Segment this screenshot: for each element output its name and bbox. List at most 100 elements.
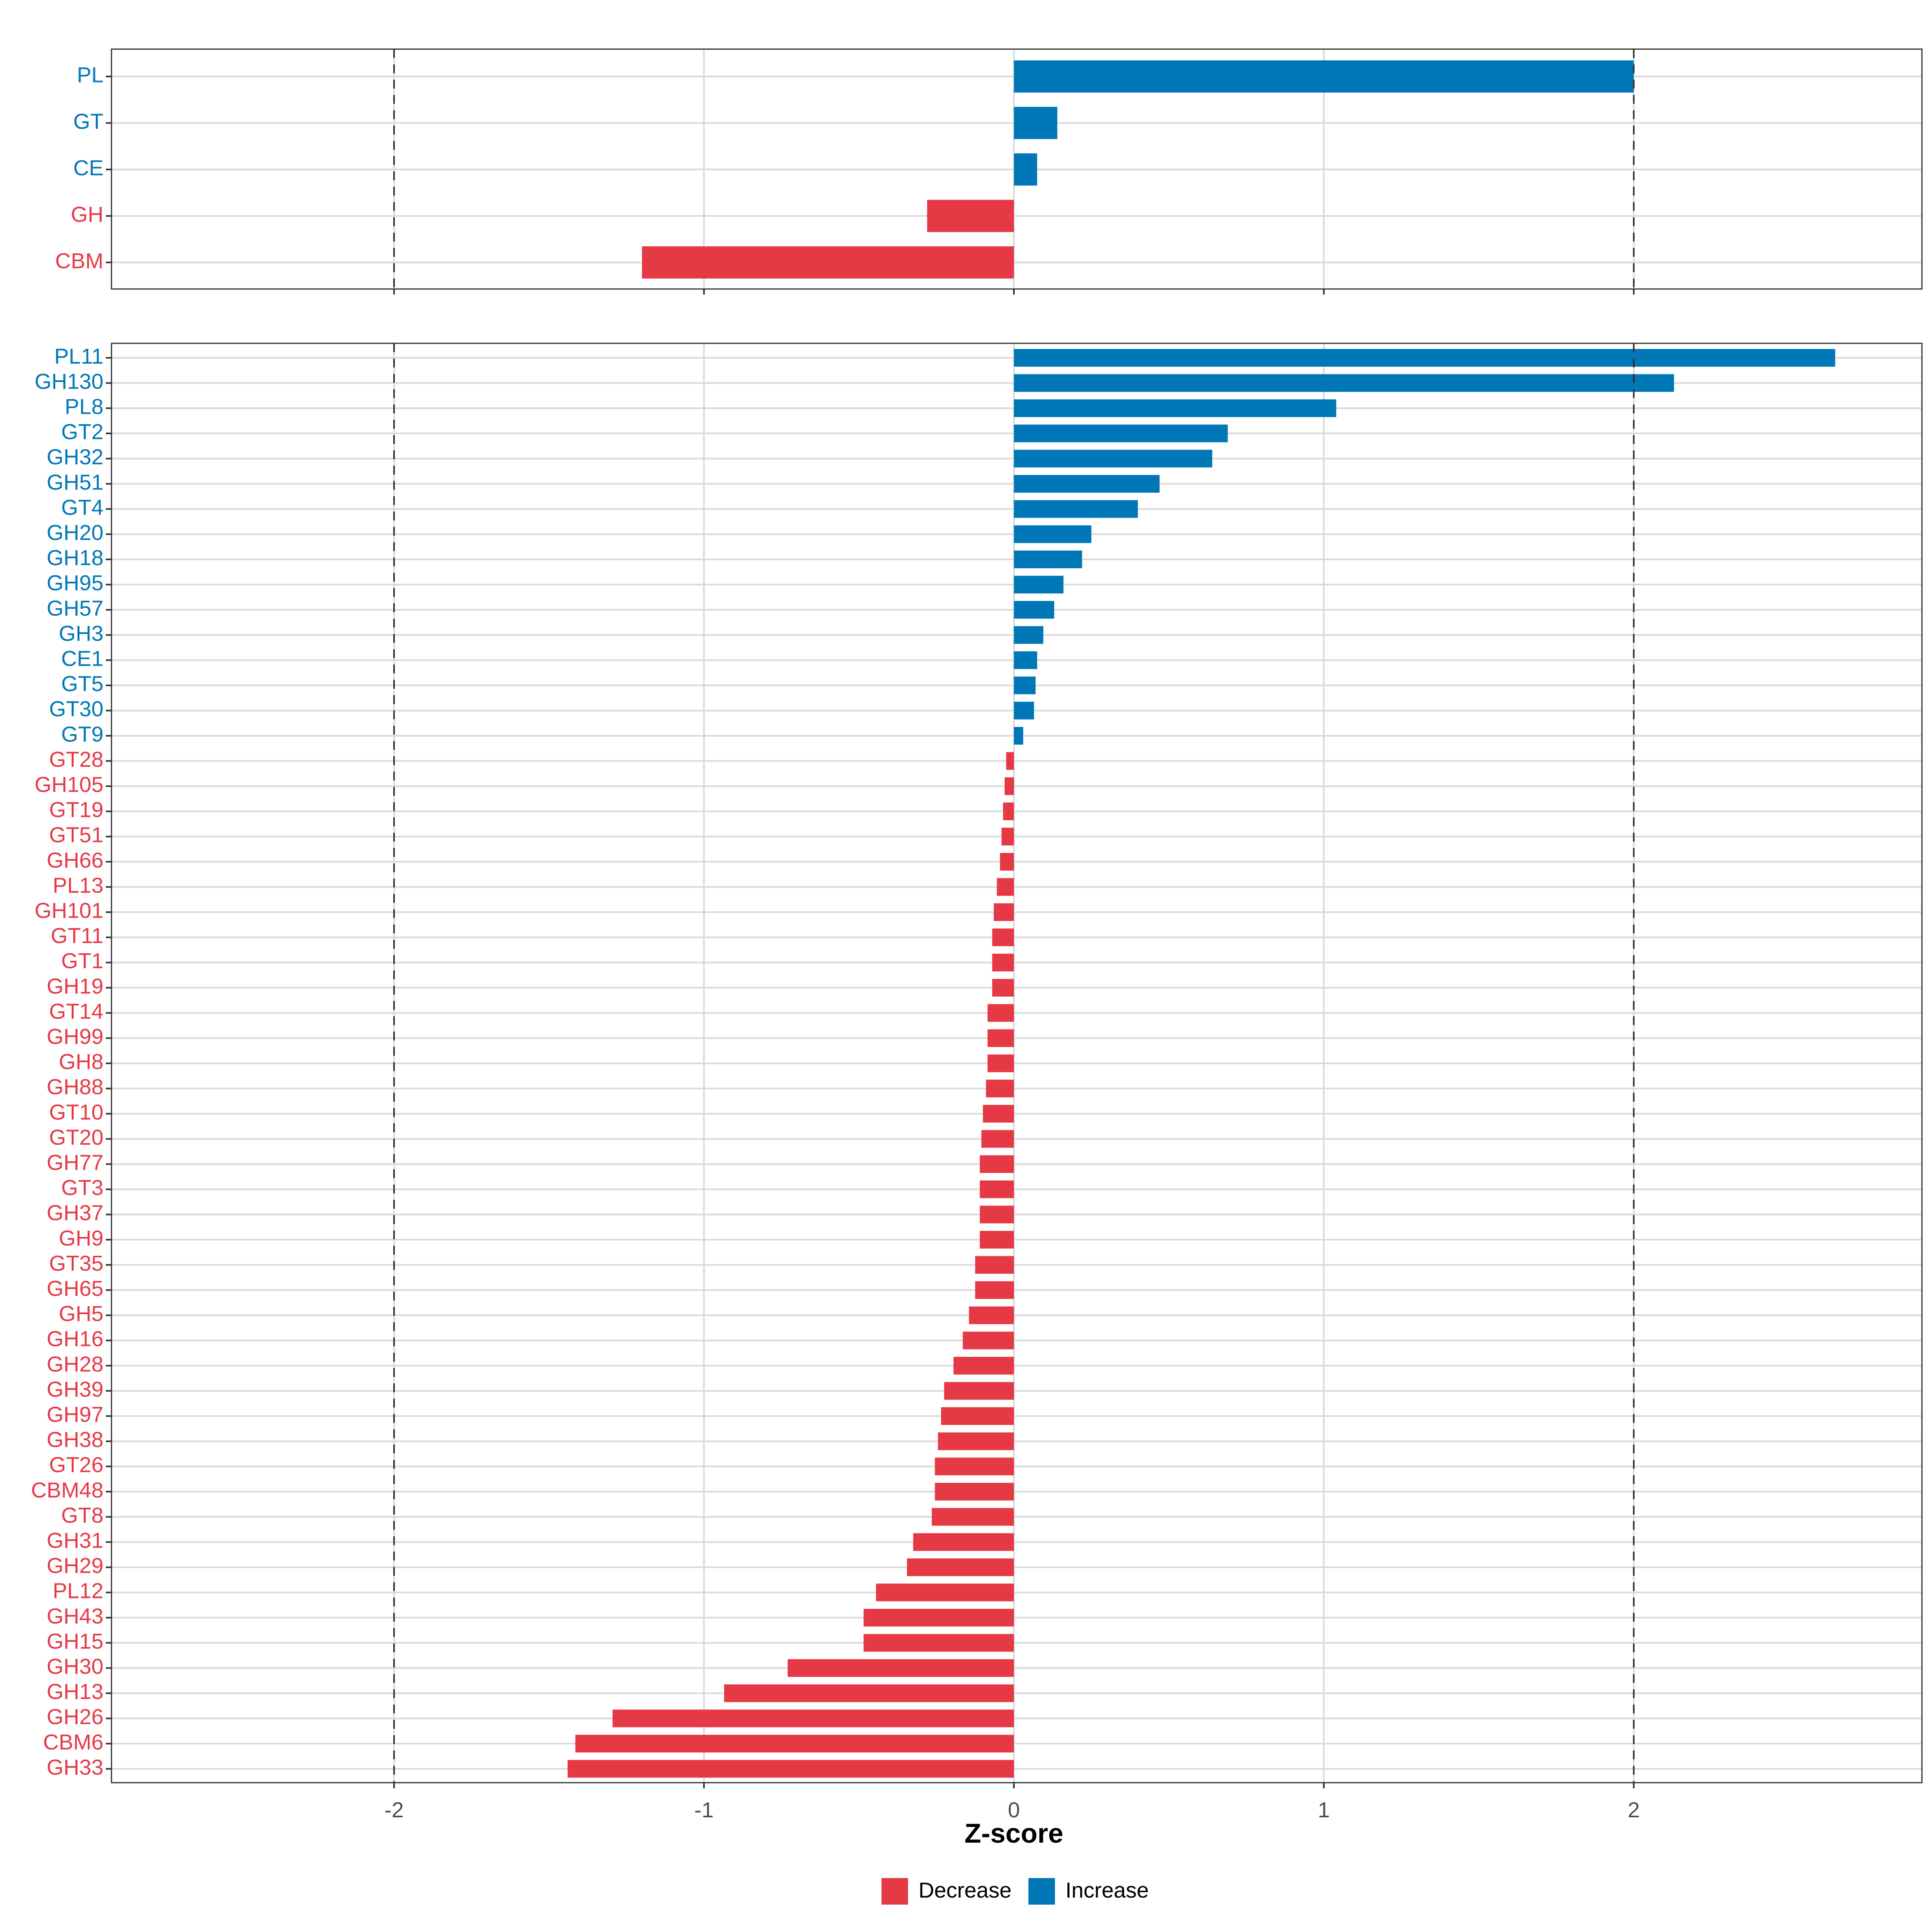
class-bar-gh: [927, 200, 1014, 232]
family-bar-ce1: [1014, 651, 1037, 669]
class-label-gt: GT: [73, 109, 103, 134]
family-label-gh16: GH16: [47, 1327, 103, 1351]
class-label-cbm: CBM: [55, 249, 103, 273]
family-bar-gh28: [953, 1357, 1014, 1375]
family-bar-gh39: [944, 1382, 1014, 1400]
family-bar-gt4: [1014, 500, 1138, 518]
family-bar-gt30: [1014, 702, 1034, 720]
family-bar-gh29: [907, 1558, 1014, 1576]
x-axis: -2 -1 0 1 2: [384, 1798, 1640, 1822]
family-label-gh32: GH32: [47, 445, 103, 469]
class-bar-cbm: [642, 246, 1014, 279]
family-bar-gh8: [987, 1054, 1014, 1072]
family-bar-gh13: [724, 1684, 1014, 1702]
family-label-gh37: GH37: [47, 1201, 103, 1225]
class-panel: PL GT CE GH CBM: [55, 48, 1923, 295]
family-bar-gt3: [980, 1180, 1014, 1198]
family-bar-gh130: [1014, 374, 1674, 392]
family-bar-gt9: [1014, 727, 1024, 745]
family-bar-gh9: [980, 1231, 1014, 1249]
class-bar-pl: [1014, 60, 1634, 93]
family-bar-gt2: [1014, 424, 1228, 442]
family-bar-gh43: [863, 1609, 1014, 1627]
family-label-gt19: GT19: [49, 798, 103, 822]
family-bar-gh19: [992, 979, 1014, 997]
family-label-gh95: GH95: [47, 571, 103, 595]
family-bar-gh51: [1014, 475, 1160, 493]
family-panel: PL11GH130PL8GT2GH32GH51GT4GH20GH18GH95GH…: [31, 343, 1923, 1788]
family-bar-gt10: [983, 1105, 1014, 1123]
family-label-gt11: GT11: [51, 924, 103, 948]
family-label-gh65: GH65: [47, 1276, 103, 1300]
family-label-gh130: GH130: [35, 369, 103, 394]
family-label-gh30: GH30: [47, 1654, 103, 1678]
family-label-gt2: GT2: [61, 420, 103, 444]
family-bar-gh101: [993, 903, 1014, 921]
family-bar-gt1: [992, 954, 1014, 972]
family-bar-pl13: [997, 878, 1014, 896]
family-label-gt28: GT28: [49, 747, 103, 772]
family-label-gh105: GH105: [35, 772, 103, 797]
family-bar-gh57: [1014, 601, 1055, 619]
family-bar-gh18: [1014, 550, 1082, 568]
family-bar-gt35: [975, 1256, 1014, 1274]
family-label-gh43: GH43: [47, 1604, 103, 1628]
family-label-pl12: PL12: [53, 1579, 103, 1603]
family-label-gh99: GH99: [47, 1024, 103, 1049]
family-label-pl11: PL11: [54, 344, 103, 368]
family-label-gt35: GT35: [49, 1251, 103, 1276]
family-label-cbm48: CBM48: [31, 1478, 103, 1502]
family-bar-pl11: [1014, 349, 1835, 367]
family-bar-gt28: [1006, 752, 1014, 770]
family-label-gt4: GT4: [61, 495, 103, 520]
family-bar-gh66: [1000, 853, 1014, 871]
family-label-gh97: GH97: [47, 1402, 103, 1426]
family-label-gt51: GT51: [49, 823, 103, 847]
family-label-gt8: GT8: [61, 1503, 103, 1527]
family-label-gh51: GH51: [47, 470, 103, 494]
family-bar-gh31: [913, 1533, 1014, 1551]
family-label-gh57: GH57: [47, 596, 103, 620]
x-tick-label: -2: [384, 1798, 404, 1822]
family-label-gh77: GH77: [47, 1150, 103, 1174]
family-bar-gt5: [1014, 676, 1036, 694]
family-label-gh5: GH5: [59, 1302, 103, 1326]
family-bar-gh38: [938, 1432, 1014, 1450]
family-label-gh101: GH101: [35, 898, 103, 923]
family-bar-gh30: [787, 1659, 1014, 1677]
family-label-gh3: GH3: [59, 621, 103, 646]
class-bar-gt: [1014, 107, 1057, 139]
family-bar-gh37: [980, 1205, 1014, 1224]
class-label-pl: PL: [77, 63, 103, 87]
family-label-gh19: GH19: [47, 974, 103, 998]
family-label-gh39: GH39: [47, 1377, 103, 1402]
class-label-ce: CE: [73, 156, 103, 180]
family-label-gt10: GT10: [49, 1100, 103, 1124]
class-label-gh: GH: [71, 202, 103, 227]
panel-border: [111, 48, 1923, 290]
family-label-gt9: GT9: [61, 722, 103, 746]
family-bar-gh20: [1014, 525, 1092, 543]
family-bar-gh26: [612, 1709, 1014, 1728]
family-bar-gh99: [987, 1029, 1014, 1047]
family-bar-gt19: [1003, 802, 1014, 820]
family-label-gt1: GT1: [61, 949, 103, 973]
family-bar-gt14: [987, 1004, 1014, 1022]
family-label-gh26: GH26: [47, 1705, 103, 1729]
family-label-ce1: CE1: [61, 646, 103, 671]
family-bar-gh33: [568, 1760, 1014, 1778]
family-label-gt3: GT3: [61, 1176, 103, 1200]
family-bar-gt11: [992, 928, 1014, 946]
family-label-pl13: PL13: [53, 873, 103, 898]
family-label-gh33: GH33: [47, 1755, 103, 1779]
class-bar-ce: [1014, 153, 1037, 186]
family-bar-gh105: [1004, 777, 1014, 795]
family-label-gt30: GT30: [49, 697, 103, 721]
family-label-cbm6: CBM6: [43, 1730, 103, 1754]
legend-label-decrease: Decrease: [919, 1878, 1011, 1902]
family-label-gt20: GT20: [49, 1125, 103, 1150]
family-bar-pl8: [1014, 399, 1336, 417]
family-bar-gh15: [863, 1634, 1014, 1652]
x-tick-label: 1: [1318, 1798, 1330, 1822]
family-label-gh15: GH15: [47, 1629, 103, 1653]
